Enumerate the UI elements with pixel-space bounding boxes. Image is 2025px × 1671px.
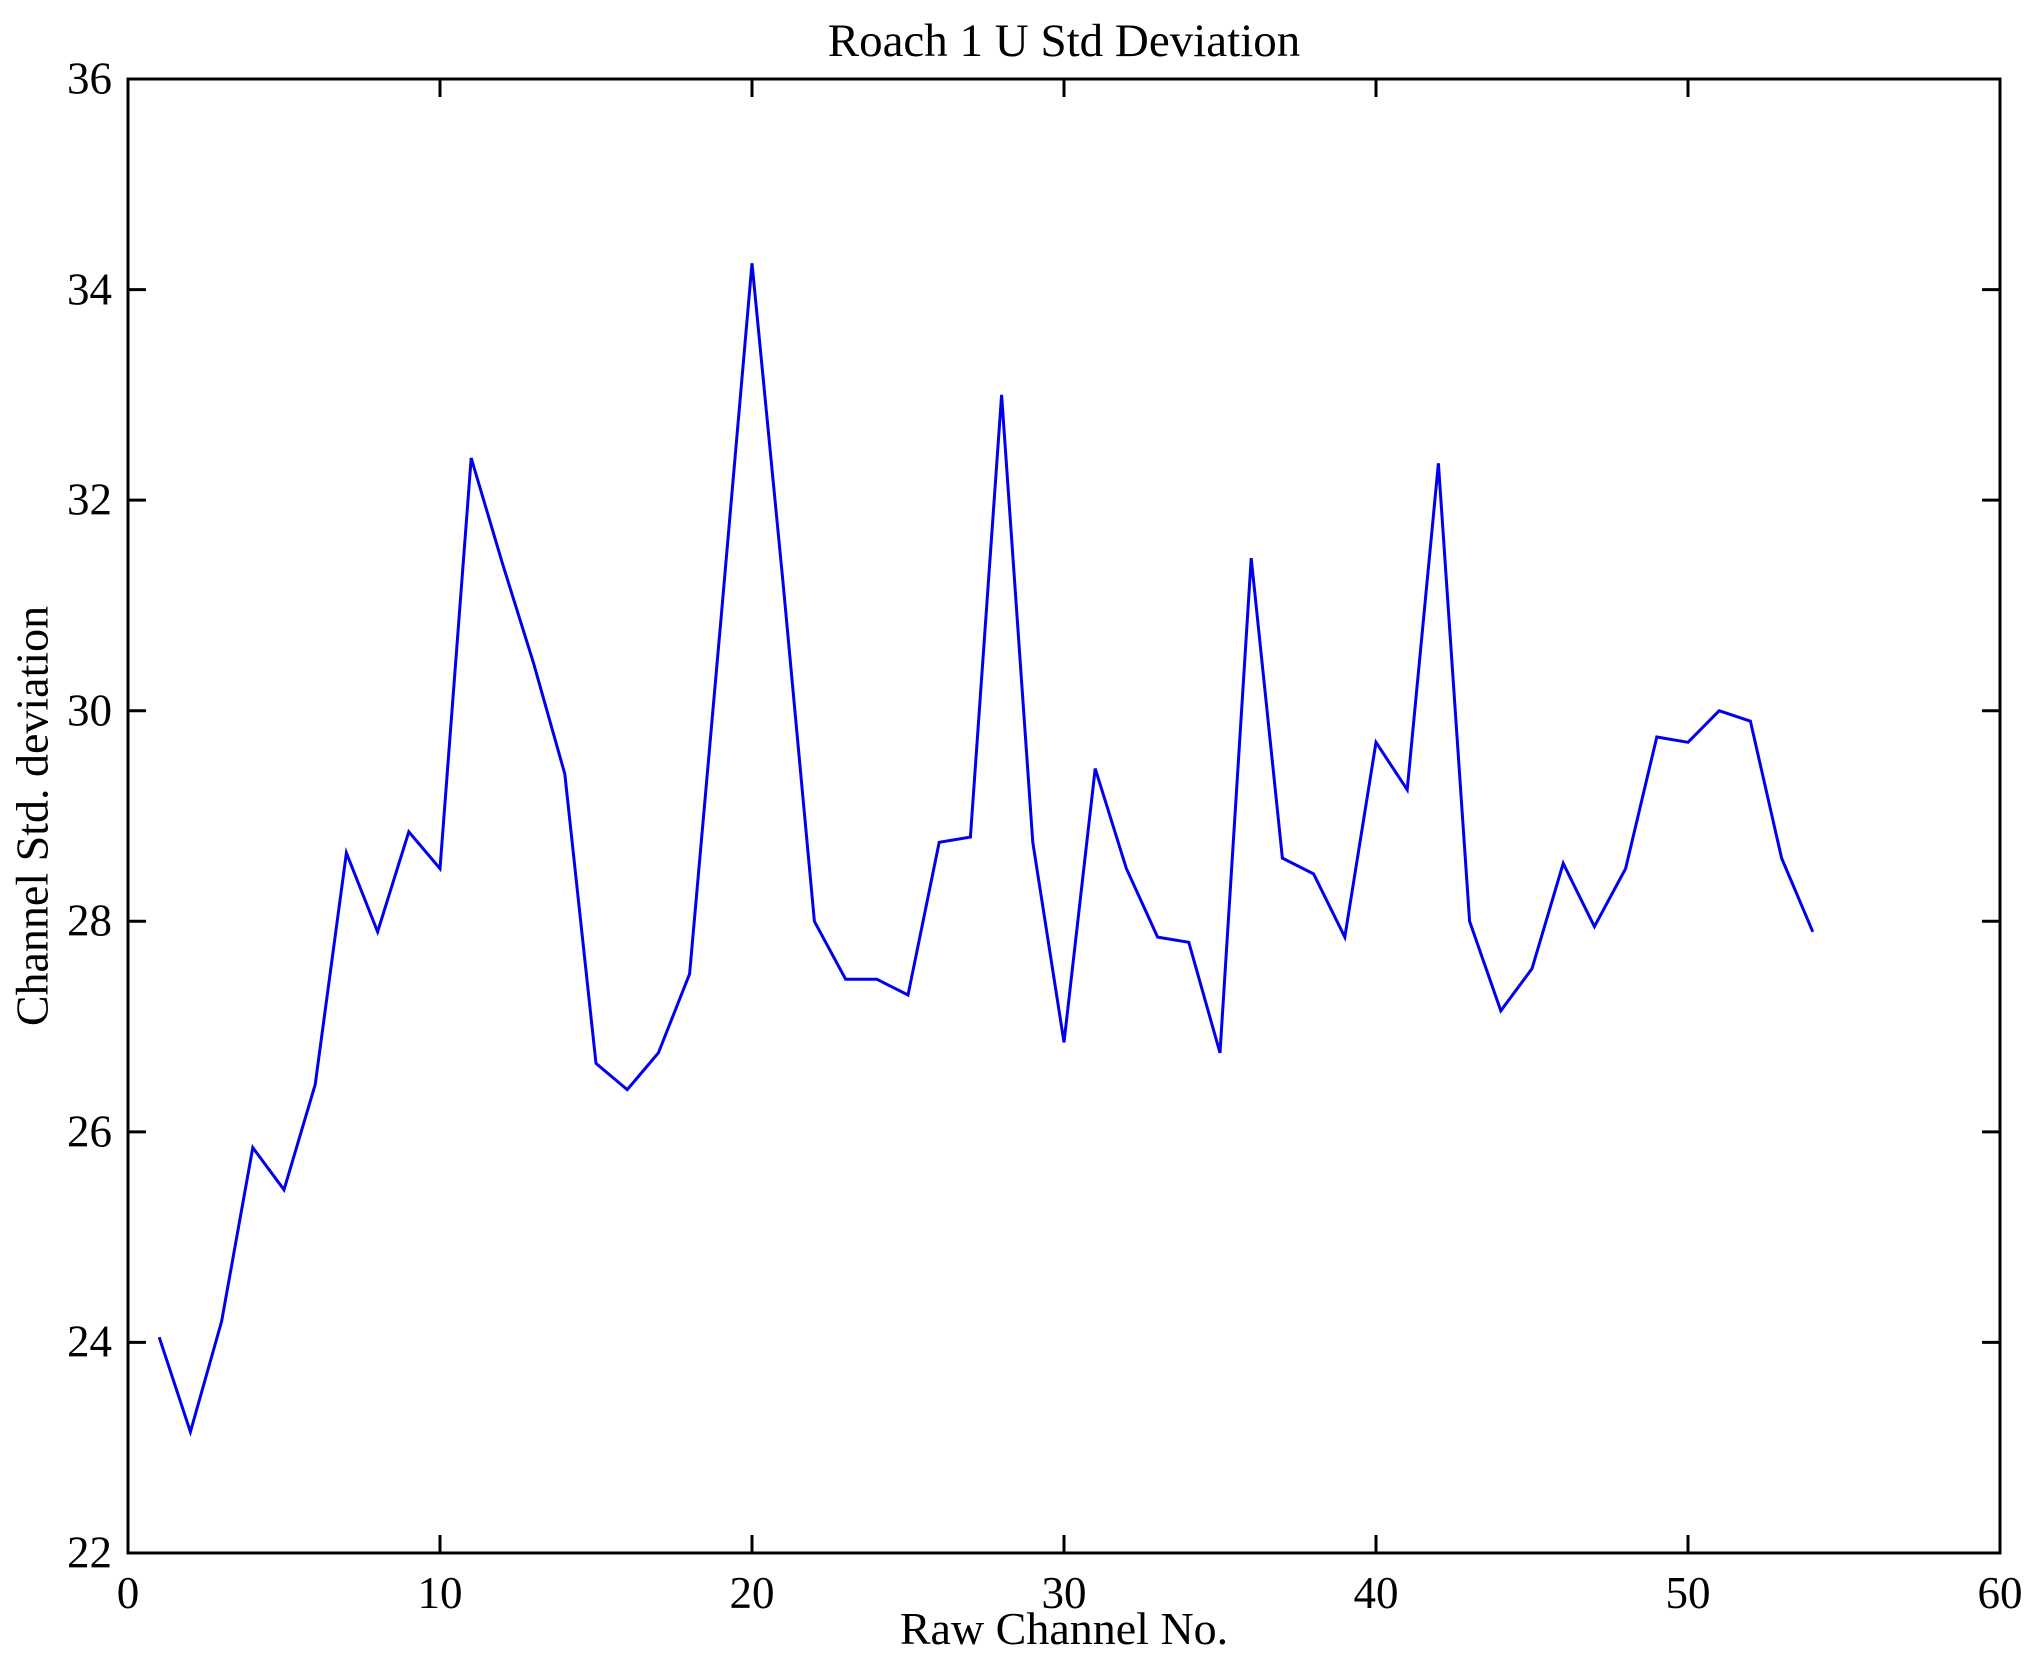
y-tick-label: 22	[67, 1527, 112, 1578]
y-tick-label: 24	[67, 1316, 112, 1367]
y-tick-label: 26	[67, 1106, 112, 1157]
y-tick-label: 36	[67, 53, 112, 104]
y-tick-label: 30	[67, 685, 112, 736]
axes-box	[126, 77, 2002, 1555]
x-tick-label: 60	[1977, 1568, 2023, 1618]
x-tick-label: 40	[1353, 1568, 1399, 1618]
x-tick-label: 30	[1041, 1568, 1087, 1618]
x-tick-label: 20	[729, 1568, 775, 1618]
x-axis-label: Raw Channel No.	[899, 1603, 1229, 1654]
y-tick-label: 28	[67, 895, 112, 946]
y-tick-label: 34	[67, 264, 112, 315]
x-tick-label: 10	[417, 1568, 463, 1618]
data-line	[157, 263, 1815, 1438]
x-tick-label: 0	[116, 1568, 140, 1618]
chart-title: Roach 1 U Std Deviation	[827, 15, 1301, 67]
y-tick-label: 32	[67, 474, 112, 525]
x-tick-label: 50	[1665, 1568, 1711, 1618]
